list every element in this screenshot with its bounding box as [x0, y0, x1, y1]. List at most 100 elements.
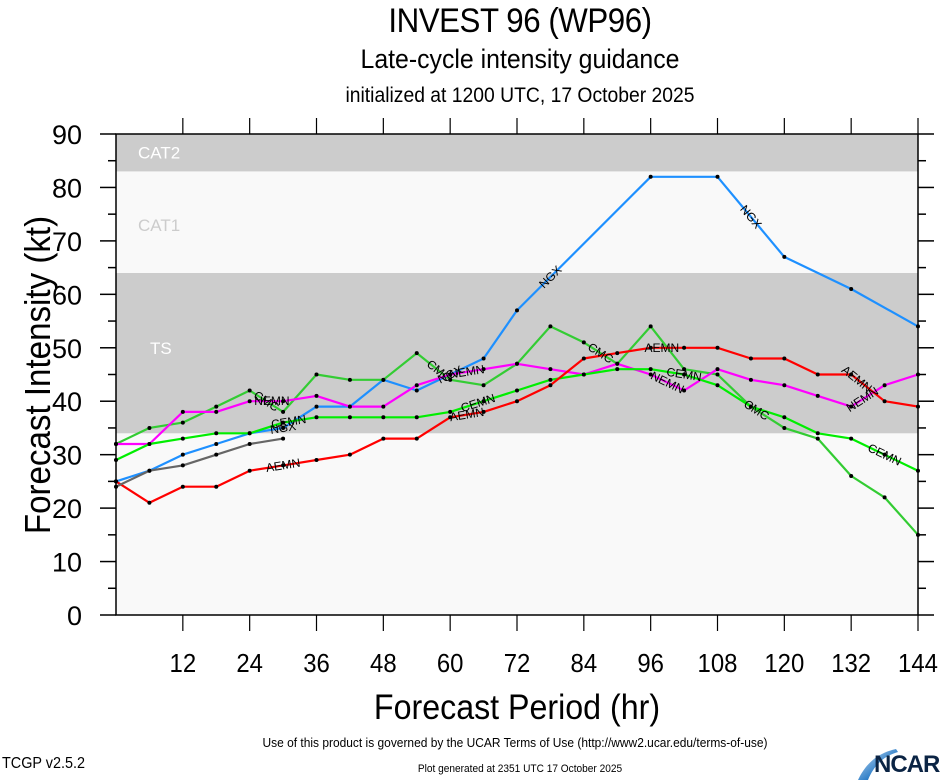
y-tick-label: 50 — [52, 334, 82, 364]
series-line-ngx — [115, 175, 919, 483]
y-tick-label: 80 — [52, 173, 82, 203]
series-label-ngx: NGX — [269, 419, 297, 437]
data-point — [615, 351, 620, 356]
data-point — [180, 452, 185, 457]
data-point — [247, 431, 252, 436]
data-point — [414, 436, 419, 441]
x-tick-label: 132 — [831, 649, 871, 678]
data-point — [581, 372, 586, 377]
data-point — [882, 495, 887, 500]
x-axis-label: Forecast Period (hr) — [374, 689, 660, 728]
axes: 0 10 20 30 40 50 60 70 80 90 12 24 36 48 60 72 84 96 108 12… — [52, 118, 938, 678]
data-point — [682, 372, 687, 377]
data-point — [381, 404, 386, 409]
data-point — [314, 393, 319, 398]
data-point — [214, 484, 219, 489]
data-point — [815, 393, 820, 398]
x-tick-label: 60 — [437, 649, 464, 678]
data-point — [782, 415, 787, 420]
series-label-aemn: AEMN — [644, 341, 679, 355]
data-point — [782, 356, 787, 361]
data-point — [815, 372, 820, 377]
data-point — [314, 372, 319, 377]
series-label-cemn: CEMN — [666, 365, 703, 384]
data-point — [481, 356, 486, 361]
data-point — [347, 404, 352, 409]
band-label-ts: TS — [150, 339, 172, 358]
data-point — [715, 372, 720, 377]
data-point — [481, 409, 486, 414]
data-point — [615, 367, 620, 372]
data-point — [882, 383, 887, 388]
x-tick-label: 48 — [370, 649, 397, 678]
series-label-cemn: CEMN — [270, 412, 307, 431]
y-tick-label: 70 — [52, 227, 82, 257]
data-point — [882, 399, 887, 404]
data-point — [849, 436, 854, 441]
data-point — [281, 399, 286, 404]
x-tick-label: 36 — [303, 649, 330, 678]
data-point — [715, 383, 720, 388]
y-tick-label: 40 — [52, 387, 82, 417]
data-point — [147, 441, 152, 446]
data-point — [481, 367, 486, 372]
generated-timestamp: Plot generated at 2351 UTC 17 October 20… — [417, 763, 623, 775]
data-point — [748, 356, 753, 361]
data-point — [815, 436, 820, 441]
data-point — [748, 377, 753, 382]
data-point — [147, 468, 152, 473]
data-point — [715, 345, 720, 350]
data-point — [448, 415, 453, 420]
y-tick-label: 60 — [52, 280, 82, 310]
data-point — [314, 458, 319, 463]
band-label-cat2: CAT2 — [138, 144, 180, 163]
data-point — [782, 425, 787, 430]
y-tick-label: 90 — [52, 120, 82, 150]
y-tick-label: 30 — [52, 441, 82, 471]
band-label-cat1: CAT1 — [138, 216, 180, 235]
init-time-line: initialized at 1200 UTC, 17 October 2025 — [345, 84, 695, 107]
data-point — [715, 174, 720, 179]
x-tick-label: 12 — [170, 649, 197, 678]
data-point — [214, 404, 219, 409]
version-label: TCGP v2.5.2 — [2, 755, 85, 772]
data-point — [515, 308, 519, 313]
data-point — [314, 415, 319, 420]
data-point — [715, 367, 720, 372]
data-point — [214, 441, 219, 446]
data-point — [414, 415, 419, 420]
data-point — [615, 361, 620, 366]
data-point — [448, 377, 453, 382]
data-point — [281, 409, 286, 414]
y-tick-label: 0 — [67, 601, 82, 631]
data-point — [247, 441, 252, 446]
data-point — [682, 367, 687, 372]
data-point — [247, 399, 252, 404]
data-point — [247, 468, 252, 473]
data-point — [682, 345, 687, 350]
data-point — [214, 452, 219, 457]
data-point — [381, 415, 386, 420]
y-tick-label: 10 — [52, 548, 82, 578]
band-ts — [116, 272, 918, 434]
data-point — [180, 409, 185, 414]
data-point — [581, 340, 586, 345]
data-point — [815, 431, 820, 436]
terms-of-use-notice: Use of this product is governed by the U… — [262, 735, 768, 750]
data-point — [180, 484, 185, 489]
data-point — [481, 399, 486, 404]
data-point — [414, 351, 419, 356]
x-tick-label: 24 — [236, 649, 263, 678]
data-point — [214, 409, 219, 414]
data-point — [347, 452, 352, 457]
data-point — [515, 361, 519, 366]
ncar-logo-text: NCAR — [874, 751, 940, 778]
data-point — [548, 367, 553, 372]
data-point — [849, 372, 854, 377]
data-point — [648, 367, 653, 372]
data-point — [314, 404, 319, 409]
series-line-unlabeled — [115, 437, 284, 488]
data-point — [481, 383, 486, 388]
series-label-aemn: AEMN — [265, 456, 301, 475]
